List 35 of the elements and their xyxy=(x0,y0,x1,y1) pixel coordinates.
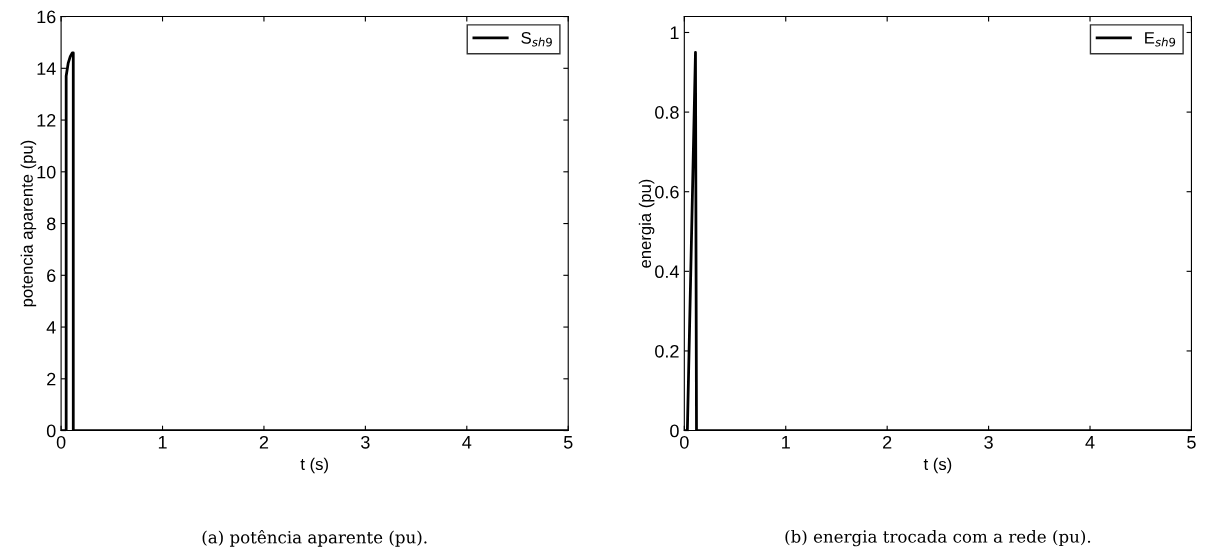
y-tick-label: 14 xyxy=(37,62,56,75)
x-tick-label: 3 xyxy=(984,435,993,449)
x-tick-label: 5 xyxy=(1187,436,1196,449)
y-tick-label: 4 xyxy=(46,321,56,334)
y-tick-label: 0.6 xyxy=(655,185,679,199)
text: (a) potência aparente (pu). xyxy=(202,529,427,547)
x-tick-label: 1 xyxy=(782,436,790,449)
x-tick-label: 0 xyxy=(680,435,689,449)
x-tick-label: 3 xyxy=(361,435,370,449)
y-tick-label: 1 xyxy=(670,26,679,40)
legend-label: E$_{sh9}$ xyxy=(1145,32,1176,47)
x-axis-title: t (s) xyxy=(923,457,952,474)
y-tick-label: 0 xyxy=(46,424,56,438)
y-tick-label: 10 xyxy=(37,165,56,179)
x-tick-label: 1 xyxy=(158,436,167,449)
x-tick-label: 4 xyxy=(462,436,472,449)
x-tick-label: 2 xyxy=(883,435,892,449)
y-tick-label: 16 xyxy=(37,10,56,24)
y-tick-label: 0 xyxy=(670,424,679,438)
x-axis-title: t (s) xyxy=(300,457,328,474)
x-tick-label: 4 xyxy=(1085,436,1095,449)
y-tick-label: 0.4 xyxy=(655,265,679,279)
y-axis-title: potencia aparente (pu) xyxy=(20,140,37,307)
y-tick-label: 12 xyxy=(37,113,56,127)
x-tick-label: 0 xyxy=(56,435,66,449)
x-tick-label: 2 xyxy=(259,435,269,449)
x-tick-label: 5 xyxy=(563,436,573,449)
text: (b) energia trocada com a rede (pu). xyxy=(785,529,1091,547)
y-tick-label: 2 xyxy=(47,372,56,386)
y-tick-label: 6 xyxy=(47,269,56,283)
y-tick-label: 0.8 xyxy=(655,106,679,119)
y-tick-label: 8 xyxy=(46,217,56,231)
legend-label: S$_{sh9}$ xyxy=(521,31,552,47)
y-tick-label: 0.2 xyxy=(655,344,679,358)
y-axis-title: energia (pu) xyxy=(638,179,655,268)
